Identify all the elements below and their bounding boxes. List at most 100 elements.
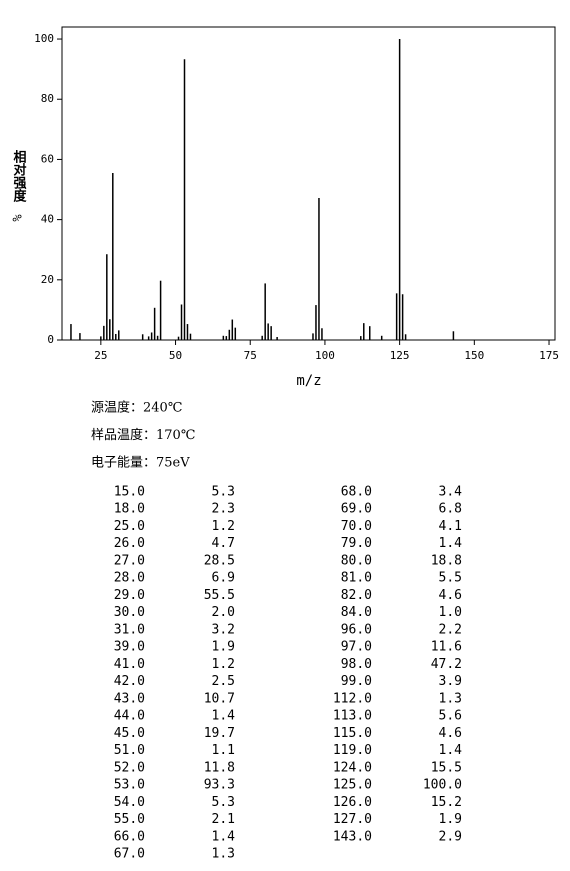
y-tick-label: 20 <box>41 273 54 286</box>
mz-cell: 26.0 <box>114 536 145 551</box>
mz-cell: 82.0 <box>341 588 372 603</box>
y-tick-label: 40 <box>41 213 54 226</box>
intensity-cell: 1.9 <box>439 812 462 827</box>
intensity-cell: 3.2 <box>212 622 235 637</box>
mz-cell: 45.0 <box>114 726 145 741</box>
condition: 样品温度：170℃ <box>91 427 195 443</box>
mz-cell: 126.0 <box>333 795 372 810</box>
mz-cell: 28.0 <box>114 571 145 586</box>
intensity-cell: 1.4 <box>439 743 463 758</box>
mz-cell: 43.0 <box>114 691 145 706</box>
intensity-cell: 47.2 <box>431 657 462 672</box>
intensity-cell: 6.9 <box>212 571 235 586</box>
mz-cell: 97.0 <box>341 640 372 655</box>
mz-cell: 41.0 <box>114 657 145 672</box>
intensity-cell: 5.6 <box>439 709 462 724</box>
mz-cell: 67.0 <box>114 847 145 862</box>
intensity-cell: 1.2 <box>212 657 235 672</box>
mz-cell: 27.0 <box>114 553 145 568</box>
intensity-cell: 2.3 <box>212 502 235 517</box>
intensity-cell: 3.4 <box>439 485 463 500</box>
mz-cell: 52.0 <box>114 760 145 775</box>
intensity-cell: 1.4 <box>212 829 236 844</box>
mz-cell: 80.0 <box>341 553 372 568</box>
mz-cell: 15.0 <box>114 485 145 500</box>
y-axis-unit: % <box>11 214 25 222</box>
intensity-cell: 4.6 <box>439 588 462 603</box>
intensity-cell: 1.4 <box>212 709 236 724</box>
mz-cell: 55.0 <box>114 812 145 827</box>
mz-cell: 70.0 <box>341 519 372 534</box>
mz-cell: 96.0 <box>341 622 372 637</box>
mz-cell: 25.0 <box>114 519 145 534</box>
mz-cell: 124.0 <box>333 760 372 775</box>
mz-cell: 79.0 <box>341 536 372 551</box>
x-tick-label: 150 <box>464 349 484 362</box>
mz-cell: 42.0 <box>114 674 145 689</box>
intensity-cell: 1.1 <box>212 743 235 758</box>
mz-cell: 54.0 <box>114 795 145 810</box>
y-tick-label: 80 <box>41 92 54 105</box>
mz-cell: 127.0 <box>333 812 372 827</box>
plot-frame <box>61 26 556 341</box>
mz-cell: 29.0 <box>114 588 145 603</box>
mz-cell: 113.0 <box>333 709 372 724</box>
intensity-cell: 5.3 <box>212 485 235 500</box>
mz-cell: 81.0 <box>341 571 372 586</box>
mz-cell: 115.0 <box>333 726 372 741</box>
mz-cell: 31.0 <box>114 622 145 637</box>
mz-cell: 39.0 <box>114 640 145 655</box>
mz-cell: 125.0 <box>333 778 372 793</box>
mz-cell: 53.0 <box>114 778 145 793</box>
intensity-cell: 2.0 <box>212 605 235 620</box>
intensity-cell: 2.9 <box>439 829 462 844</box>
intensity-cell: 1.9 <box>212 640 235 655</box>
intensity-cell: 4.1 <box>439 519 462 534</box>
intensity-cell: 1.0 <box>439 605 462 620</box>
x-tick-label: 175 <box>539 349 559 362</box>
condition: 源温度：240℃ <box>91 400 182 416</box>
intensity-cell: 55.5 <box>204 588 235 603</box>
intensity-cell: 93.3 <box>204 778 235 793</box>
intensity-cell: 15.5 <box>431 760 462 775</box>
intensity-cell: 15.2 <box>431 795 462 810</box>
intensity-cell: 18.8 <box>431 553 462 568</box>
x-axis-label: m/z <box>296 373 321 389</box>
mz-cell: 143.0 <box>333 829 372 844</box>
intensity-cell: 11.8 <box>204 760 235 775</box>
intensity-cell: 2.2 <box>439 622 462 637</box>
y-tick-label: 100 <box>34 32 54 45</box>
intensity-cell: 6.8 <box>439 502 462 517</box>
y-tick-label: 0 <box>47 333 54 346</box>
mz-cell: 99.0 <box>341 674 372 689</box>
intensity-cell: 19.7 <box>204 726 235 741</box>
intensity-cell: 4.7 <box>212 536 235 551</box>
mz-cell: 30.0 <box>114 605 145 620</box>
intensity-cell: 100.0 <box>423 778 462 793</box>
mz-cell: 51.0 <box>114 743 145 758</box>
intensity-cell: 1.3 <box>439 691 462 706</box>
intensity-cell: 5.3 <box>212 795 235 810</box>
intensity-cell: 1.3 <box>212 847 235 862</box>
y-axis-label: 相对强度 <box>11 149 27 203</box>
intensity-cell: 1.4 <box>439 536 463 551</box>
mz-cell: 69.0 <box>341 502 372 517</box>
condition: 电子能量：75eV <box>91 456 190 471</box>
intensity-cell: 10.7 <box>204 691 235 706</box>
intensity-cell: 28.5 <box>204 553 235 568</box>
intensity-cell: 4.6 <box>439 726 462 741</box>
mz-cell: 44.0 <box>114 709 145 724</box>
mz-cell: 66.0 <box>114 829 145 844</box>
x-tick-label: 50 <box>169 349 182 362</box>
intensity-cell: 2.1 <box>212 812 235 827</box>
intensity-cell: 1.2 <box>212 519 235 534</box>
intensity-cell: 5.5 <box>439 571 462 586</box>
intensity-cell: 3.9 <box>439 674 462 689</box>
mz-cell: 112.0 <box>333 691 372 706</box>
y-tick-label: 60 <box>41 152 54 165</box>
mz-cell: 84.0 <box>341 605 372 620</box>
x-tick-label: 125 <box>390 349 410 362</box>
x-tick-label: 25 <box>94 349 107 362</box>
